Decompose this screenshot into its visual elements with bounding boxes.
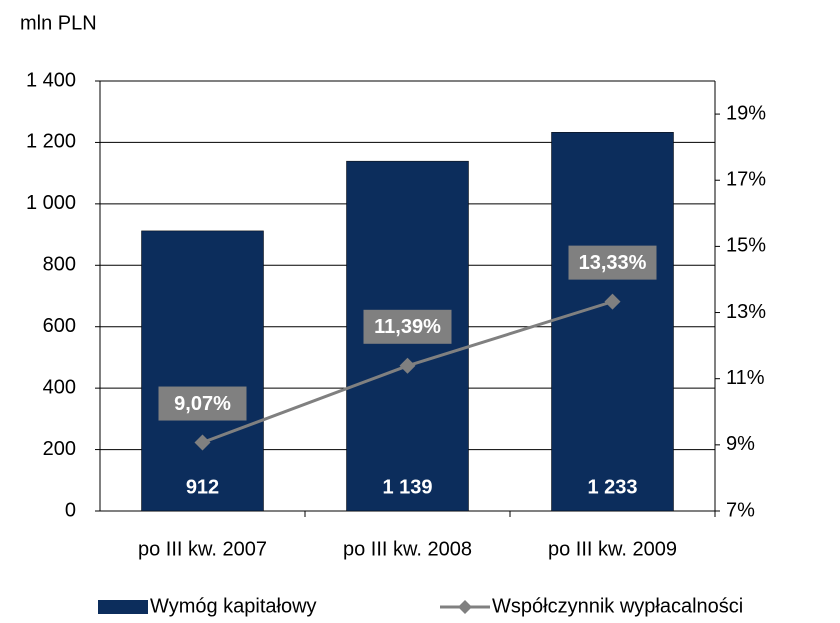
bar bbox=[551, 132, 674, 512]
legend-label: Wymóg kapitałowy bbox=[150, 595, 317, 617]
x-tick-label: po III kw. 2007 bbox=[138, 538, 267, 560]
line-value-label: 11,39% bbox=[374, 316, 441, 338]
y2-tick-label: 11% bbox=[726, 367, 765, 389]
legend-swatch bbox=[98, 600, 148, 614]
x-tick-label: po III kw. 2009 bbox=[548, 538, 677, 560]
line-value-label: 9,07% bbox=[174, 393, 231, 415]
line-marker bbox=[604, 293, 621, 310]
line-label-box bbox=[158, 386, 247, 421]
y-tick-label: 800 bbox=[43, 254, 76, 276]
line-marker bbox=[399, 357, 416, 374]
y-tick-label: 400 bbox=[43, 376, 76, 398]
y-tick-label: 0 bbox=[65, 499, 76, 521]
legend-marker bbox=[458, 600, 472, 614]
y2-tick-label: 13% bbox=[726, 301, 766, 323]
y-tick-label: 1 400 bbox=[26, 69, 76, 91]
bar-value-label: 912 bbox=[186, 476, 219, 498]
x-tick-label: po III kw. 2008 bbox=[343, 538, 472, 560]
y2-tick-label: 15% bbox=[726, 235, 766, 257]
bar bbox=[141, 230, 264, 512]
y2-tick-label: 19% bbox=[726, 102, 766, 124]
line-value-label: 13,33% bbox=[579, 252, 647, 274]
y-tick-label: 1 000 bbox=[26, 192, 76, 214]
line-label-box bbox=[568, 245, 657, 280]
y-axis-label: mln PLN bbox=[20, 12, 97, 34]
y-tick-label: 1 200 bbox=[26, 131, 76, 153]
line-label-box bbox=[363, 309, 452, 344]
legend-label: Współczynnik wypłacalności bbox=[492, 595, 743, 617]
y2-tick-label: 17% bbox=[726, 169, 766, 191]
y-tick-label: 200 bbox=[43, 438, 76, 460]
y2-tick-label: 7% bbox=[726, 499, 755, 521]
bar-value-label: 1 233 bbox=[587, 476, 637, 498]
line-marker bbox=[194, 434, 211, 451]
y-tick-label: 600 bbox=[43, 315, 76, 337]
y2-tick-label: 9% bbox=[726, 433, 755, 455]
bar-value-label: 1 139 bbox=[382, 476, 432, 498]
